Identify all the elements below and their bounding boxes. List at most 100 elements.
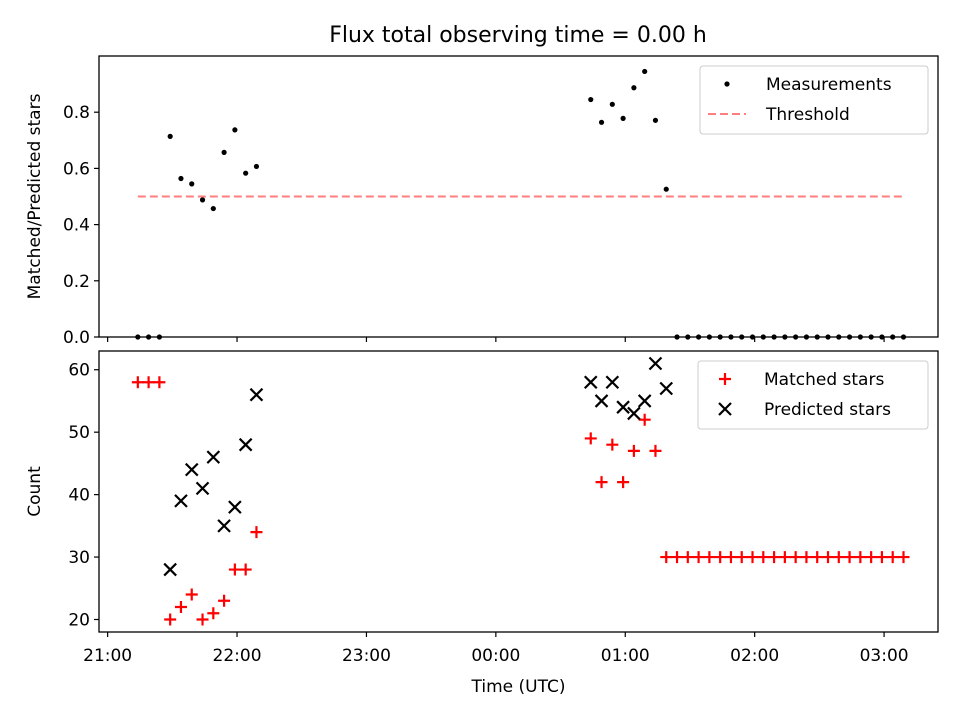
- chart-panel-2: 20 30 40 50 60 Count 21:00 22:00 23:00 00:00 01:00…: [25, 350, 939, 697]
- data-point: [746, 551, 759, 564]
- data-point: [184, 462, 199, 477]
- data-point: [217, 519, 231, 533]
- y-axis-label: Matched/Predicted stars: [25, 93, 45, 299]
- x-tick-label: 00:00: [471, 646, 520, 666]
- data-point: [660, 551, 673, 564]
- data-point: [595, 476, 608, 489]
- data-point: [642, 68, 648, 75]
- data-point: [178, 175, 184, 182]
- data-point: [606, 438, 619, 451]
- data-point: [153, 376, 166, 389]
- y-tick-label: 50: [68, 423, 90, 443]
- data-point: [659, 381, 674, 396]
- data-point: [714, 551, 727, 564]
- data-point: [681, 551, 694, 564]
- data-point: [648, 356, 663, 371]
- legend-box: [697, 360, 929, 430]
- data-point: [210, 205, 216, 212]
- data-point: [843, 551, 856, 564]
- data-point: [164, 613, 177, 626]
- data-point: [195, 481, 210, 496]
- data-point: [232, 127, 238, 133]
- data-point: [789, 551, 802, 564]
- series-measurements: [135, 68, 907, 340]
- data-point: [811, 551, 824, 564]
- data-point: [163, 562, 177, 577]
- y-tick-label: 0.2: [63, 272, 90, 292]
- data-point: [598, 119, 605, 125]
- data-point: [243, 170, 249, 176]
- y-tick-label: 0.8: [63, 103, 90, 123]
- data-point: [609, 101, 615, 107]
- data-point: [131, 376, 144, 389]
- data-point: [174, 494, 188, 508]
- data-point: [588, 96, 594, 103]
- data-point: [584, 432, 597, 445]
- data-point: [189, 181, 195, 187]
- x-tick-label: 21:00: [83, 646, 132, 666]
- x-axis: [107, 337, 885, 342]
- data-point: [637, 394, 652, 408]
- x-tick-label: 03:00: [860, 646, 909, 666]
- data-point: [167, 133, 173, 139]
- data-point: [735, 551, 748, 564]
- data-point: [692, 551, 705, 564]
- data-point: [253, 163, 260, 170]
- data-point: [768, 551, 781, 564]
- axes-frame: [98, 350, 939, 633]
- data-point: [631, 85, 637, 91]
- y-tick-label: 40: [68, 486, 90, 506]
- y-tick-label: 0.0: [63, 328, 90, 348]
- data-point: [185, 588, 198, 601]
- y-tick-label: 30: [68, 548, 90, 568]
- y-tick-label: 0.6: [63, 159, 90, 179]
- chart-panel-1: 0.0 0.2 0.4 0.6 0.8 Matched/Predicted stars Me…: [25, 55, 939, 348]
- x-tick-label: 23:00: [342, 646, 391, 666]
- data-point: [218, 594, 231, 607]
- x-tick-label: 01:00: [601, 646, 650, 666]
- data-point: [875, 551, 888, 564]
- data-point: [663, 186, 669, 192]
- data-point: [206, 450, 221, 464]
- chart-title: Flux total observing time = 0.00 h: [329, 23, 707, 48]
- data-point: [174, 601, 187, 614]
- data-point: [649, 444, 662, 457]
- data-point: [617, 476, 630, 489]
- y-axis: 0.0 0.2 0.4 0.6 0.8: [63, 103, 99, 348]
- data-point: [249, 387, 264, 402]
- data-point: [250, 526, 263, 539]
- y-axis: 20 30 40 50 60: [68, 361, 99, 631]
- legend: Matched stars Predicted stars: [697, 360, 929, 430]
- legend-label: Threshold: [765, 105, 850, 125]
- data-point: [897, 551, 910, 564]
- y-tick-label: 60: [68, 361, 90, 381]
- axes-frame: [98, 55, 939, 338]
- data-point: [196, 613, 209, 626]
- data-point: [800, 551, 813, 564]
- data-point: [238, 437, 253, 452]
- data-point: [221, 149, 227, 155]
- legend-marker: [718, 402, 732, 416]
- data-point: [207, 607, 220, 620]
- data-point: [142, 376, 155, 389]
- x-tick-label: 02:00: [730, 646, 779, 666]
- y-tick-label: 0.4: [63, 216, 90, 236]
- legend-label: Matched stars: [764, 370, 884, 390]
- legend-label: Predicted stars: [764, 400, 891, 420]
- series-matched-stars: [131, 376, 910, 626]
- legend-label: Measurements: [766, 75, 892, 95]
- data-point: [616, 400, 630, 414]
- data-point: [620, 115, 626, 121]
- data-point: [778, 551, 791, 564]
- data-point: [228, 500, 242, 514]
- data-point: [594, 394, 609, 408]
- data-point: [854, 551, 867, 564]
- data-point: [652, 117, 659, 123]
- data-point: [832, 551, 845, 564]
- data-point: [638, 413, 651, 426]
- data-point: [703, 551, 716, 564]
- data-point: [239, 563, 252, 576]
- x-axis: 21:00 22:00 23:00 00:00 01:00 02:00 03:00: [83, 632, 909, 666]
- legend: Measurements Threshold: [699, 65, 929, 135]
